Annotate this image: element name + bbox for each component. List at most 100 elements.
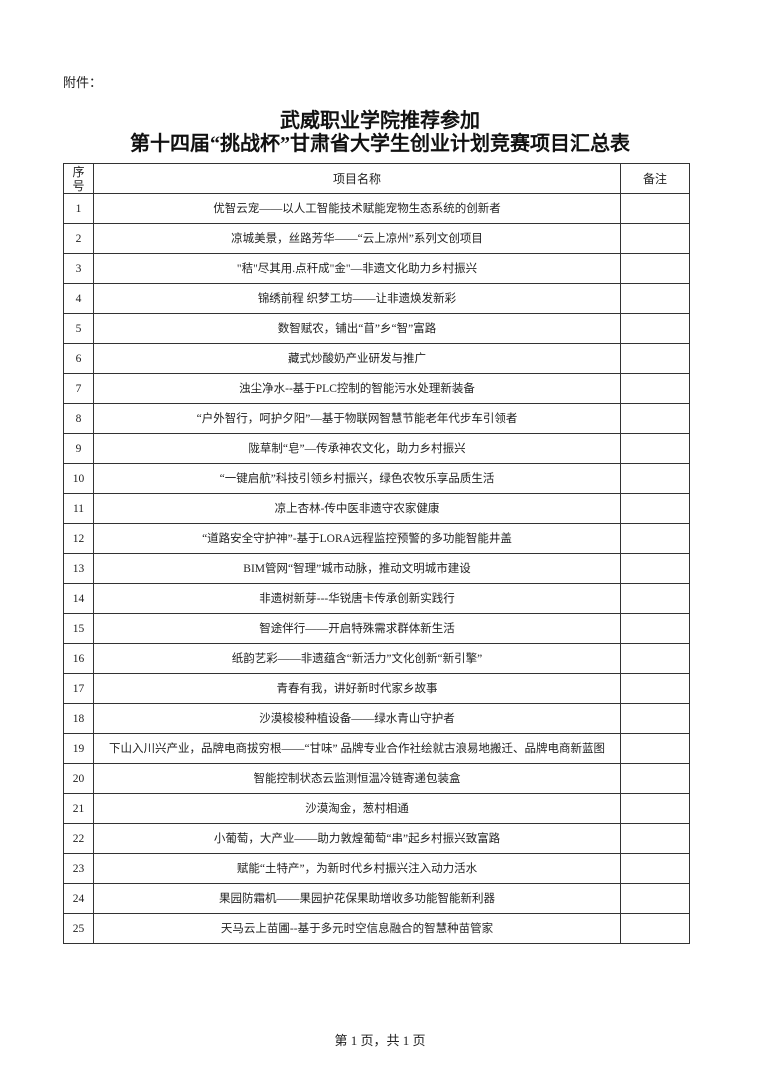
table-row: 22 小葡萄，大产业——助力敦煌葡萄“串”起乡村振兴致富路 [63,823,690,854]
remark-cell [620,643,690,674]
project-name: BIM管网“智理”城市动脉，推动文明城市建设 [93,553,621,584]
remark-cell [620,703,690,734]
project-name: 小葡萄，大产业——助力敦煌葡萄“串”起乡村振兴致富路 [93,823,621,854]
row-number: 25 [63,913,94,944]
project-name: 锦绣前程 织梦工坊——让非遗焕发新彩 [93,283,621,314]
row-number: 18 [63,703,94,734]
remark-cell [620,193,690,224]
project-name: "秸"尽其用.点秆成"金"—非遗文化助力乡村振兴 [93,253,621,284]
project-name: “道路安全守护神”-基于LORA远程监控预警的多功能智能井盖 [93,523,621,554]
table-row: 6 藏式炒酸奶产业研发与推广 [63,343,690,374]
table-row: 23 赋能“土特产”，为新时代乡村振兴注入动力活水 [63,853,690,884]
header-number: 序号 [63,163,94,194]
row-number: 3 [63,253,94,284]
row-number: 23 [63,853,94,884]
remark-cell [620,433,690,464]
row-number: 13 [63,553,94,584]
remark-cell [620,223,690,254]
header-project-name: 项目名称 [93,163,621,194]
table-row: 3 "秸"尽其用.点秆成"金"—非遗文化助力乡村振兴 [63,253,690,284]
remark-cell [620,343,690,374]
project-name: 沙漠梭梭种植设备——绿水青山守护者 [93,703,621,734]
project-name: 优智云宠——以人工智能技术赋能宠物生态系统的创新者 [93,193,621,224]
row-number: 11 [63,493,94,524]
table-header-row: 序号 项目名称 备注 [63,163,690,194]
row-number: 20 [63,763,94,794]
row-number: 15 [63,613,94,644]
row-number: 19 [63,733,94,764]
table-row: 21 沙漠淘金，葱村相通 [63,793,690,824]
remark-cell [620,883,690,914]
project-name: 数智赋农，铺出“苜”乡“智”富路 [93,313,621,344]
remark-cell [620,373,690,404]
project-name: 凉上杏林-传中医非遗守农家健康 [93,493,621,524]
project-name: 果园防霜机——果园护花保果助增收多功能智能新利器 [93,883,621,914]
page-footer: 第 1 页，共 1 页 [334,1033,426,1048]
project-name: 下山入川兴产业，品牌电商拔穷根——“甘味” 品牌专业合作社绘就古浪易地搬迁、品牌… [93,733,621,764]
remark-cell [620,403,690,434]
remark-cell [620,793,690,824]
remark-cell [620,253,690,284]
header-remark: 备注 [620,163,690,194]
row-number: 7 [63,373,94,404]
project-name: “户外智行，呵护夕阳”—基于物联网智慧节能老年代步车引领者 [93,403,621,434]
project-name: 非遗树新芽---华锐唐卡传承创新实践行 [93,583,621,614]
project-name: 纸韵艺彩——非遗蕴含“新活力”文化创新“新引擎” [93,643,621,674]
remark-cell [620,493,690,524]
table-row: 18 沙漠梭梭种植设备——绿水青山守护者 [63,703,690,734]
row-number: 12 [63,523,94,554]
row-number: 24 [63,883,94,914]
remark-cell [620,733,690,764]
project-name: 凉城美景，丝路芳华——“云上凉州”系列文创项目 [93,223,621,254]
remark-cell [620,283,690,314]
project-name: 智途伴行——开启特殊需求群体新生活 [93,613,621,644]
attachment-label: 附件： [63,75,103,90]
remark-cell [620,853,690,884]
table-row: 25 天马云上苗圃--基于多元时空信息融合的智慧种苗管家 [63,913,690,944]
table-row: 8 “户外智行，呵护夕阳”—基于物联网智慧节能老年代步车引领者 [63,403,690,434]
row-number: 6 [63,343,94,374]
row-number: 4 [63,283,94,314]
table-row: 9 陇草制“皂”—传承神农文化，助力乡村振兴 [63,433,690,464]
project-name: 浊尘净水--基于PLC控制的智能污水处理新装备 [93,373,621,404]
project-name: 赋能“土特产”，为新时代乡村振兴注入动力活水 [93,853,621,884]
remark-cell [620,913,690,944]
row-number: 14 [63,583,94,614]
row-number: 16 [63,643,94,674]
row-number: 10 [63,463,94,494]
remark-cell [620,313,690,344]
project-name: 天马云上苗圃--基于多元时空信息融合的智慧种苗管家 [93,913,621,944]
row-number: 9 [63,433,94,464]
table-row: 2 凉城美景，丝路芳华——“云上凉州”系列文创项目 [63,223,690,254]
project-name: 智能控制状态云监测恒温冷链寄递包装盒 [93,763,621,794]
table-row: 20 智能控制状态云监测恒温冷链寄递包装盒 [63,763,690,794]
table-row: 13 BIM管网“智理”城市动脉，推动文明城市建设 [63,553,690,584]
project-name: 沙漠淘金，葱村相通 [93,793,621,824]
project-name: 陇草制“皂”—传承神农文化，助力乡村振兴 [93,433,621,464]
row-number: 5 [63,313,94,344]
table-row: 19 下山入川兴产业，品牌电商拔穷根——“甘味” 品牌专业合作社绘就古浪易地搬迁、… [63,733,690,764]
table-row: 4 锦绣前程 织梦工坊——让非遗焕发新彩 [63,283,690,314]
table-row: 1 优智云宠——以人工智能技术赋能宠物生态系统的创新者 [63,193,690,224]
project-name: “一键启航”科技引领乡村振兴，绿色农牧乐享品质生活 [93,463,621,494]
table-row: 5 数智赋农，铺出“苜”乡“智”富路 [63,313,690,344]
document-title-line2: 第十四届“挑战杯”甘肃省大学生创业计划竞赛项目汇总表 [130,133,630,155]
remark-cell [620,553,690,584]
table-row: 15 智途伴行——开启特殊需求群体新生活 [63,613,690,644]
table-row: 14 非遗树新芽---华锐唐卡传承创新实践行 [63,583,690,614]
project-name: 青春有我，讲好新时代家乡故事 [93,673,621,704]
table-row: 11 凉上杏林-传中医非遗守农家健康 [63,493,690,524]
row-number: 21 [63,793,94,824]
table-row: 12 “道路安全守护神”-基于LORA远程监控预警的多功能智能井盖 [63,523,690,554]
project-name: 藏式炒酸奶产业研发与推广 [93,343,621,374]
table-row: 17 青春有我，讲好新时代家乡故事 [63,673,690,704]
remark-cell [620,523,690,554]
remark-cell [620,763,690,794]
table-row: 16 纸韵艺彩——非遗蕴含“新活力”文化创新“新引擎” [63,643,690,674]
remark-cell [620,583,690,614]
remark-cell [620,823,690,854]
remark-cell [620,673,690,704]
table-row: 10 “一键启航”科技引领乡村振兴，绿色农牧乐享品质生活 [63,463,690,494]
row-number: 2 [63,223,94,254]
remark-cell [620,463,690,494]
